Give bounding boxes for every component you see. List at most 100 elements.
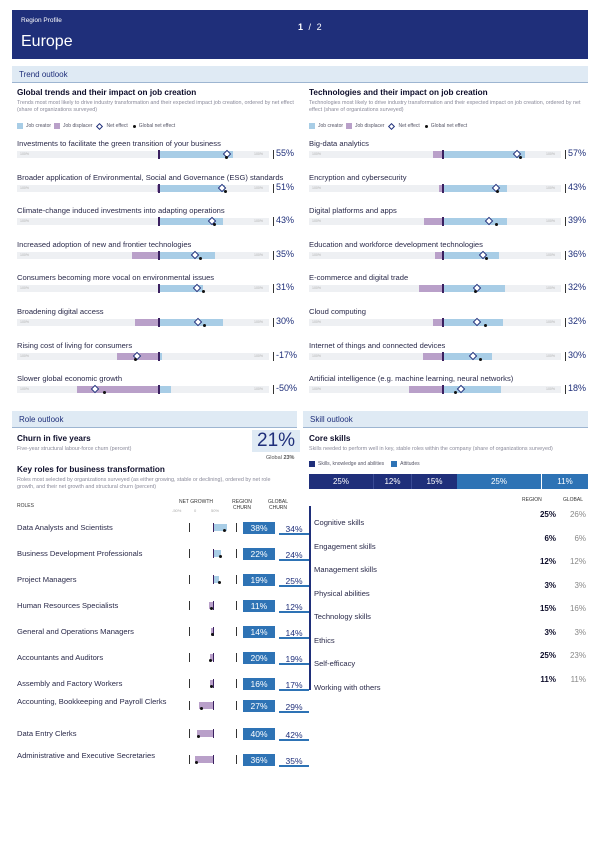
- net-growth-bar: [189, 679, 237, 688]
- bar-cap-right: [236, 755, 237, 764]
- trend-track: [309, 284, 561, 294]
- zero-line: [442, 385, 444, 395]
- skills-share-bar: 25% 12% 15% 25% 11%: [309, 474, 588, 489]
- key-roles-desc: Roles most selected by organizations sur…: [17, 477, 271, 490]
- trend-track: [309, 149, 561, 159]
- growth-segment: [213, 576, 219, 583]
- skill-global-value: 12%: [569, 557, 586, 566]
- scale-right: 50%: [211, 508, 220, 513]
- skill-region-value: 25%: [539, 510, 556, 519]
- role-name: Assembly and Factory Workers: [17, 679, 123, 688]
- global-net-dot: [218, 581, 221, 584]
- scale-right-label: 100%: [546, 387, 555, 392]
- row-endcap: [565, 183, 566, 193]
- skills-group-line: [309, 506, 311, 690]
- skills-bar-segment: 25%: [457, 474, 541, 489]
- page-indicator[interactable]: 1 / 2: [298, 22, 322, 32]
- scale-left-label: 100%: [312, 286, 321, 291]
- legend-creator: Job creator: [26, 123, 52, 129]
- row-endcap: [565, 217, 566, 227]
- zero-line: [442, 284, 444, 294]
- zero-line: [158, 351, 160, 361]
- trend-track: [17, 351, 269, 361]
- scale-left-label: 100%: [312, 185, 321, 190]
- scale-left-label: 100%: [20, 152, 29, 156]
- skill-row: Physical abilities 3% 3%: [309, 577, 588, 605]
- scale-right-label: 100%: [546, 286, 555, 291]
- global-net-dot: [203, 324, 206, 327]
- page-total: 2: [316, 22, 322, 32]
- legend-displacer: Job displacer: [63, 123, 93, 129]
- displacer-segment: [77, 386, 159, 394]
- growth-segment: [210, 654, 213, 661]
- zero-line: [158, 150, 160, 159]
- global-net-dot: [484, 324, 487, 327]
- creator-segment: [159, 386, 171, 394]
- trend-label: Encryption and cybersecurity: [309, 172, 407, 182]
- trend-row: Internet of things and connected devices…: [309, 341, 594, 375]
- zero-line: [213, 701, 214, 710]
- trend-outlook-title: Trend outlook: [19, 70, 68, 79]
- page-separator: /: [308, 22, 312, 32]
- growth-segment: [209, 602, 213, 609]
- skill-row: Self-efficacy 25% 23%: [309, 647, 588, 675]
- displacer-segment: [435, 251, 443, 259]
- displacer-segment: [439, 184, 443, 192]
- skill-name: Ethics: [314, 635, 335, 645]
- churn-value: 21%: [252, 430, 301, 452]
- bar-cap-left: [189, 755, 190, 764]
- skill-row: Engagement skills 6% 6%: [309, 530, 588, 558]
- tech-trends-desc: Technologies most likely to drive indust…: [309, 100, 581, 113]
- global-net-dot: [485, 256, 488, 260]
- legend-ska: Skills, knowledge and abilities: [318, 461, 385, 467]
- zero-line: [213, 627, 214, 636]
- row-endcap: [565, 318, 566, 327]
- scale-right-label: 100%: [254, 252, 263, 257]
- trend-track: [17, 149, 269, 159]
- trend-label: Investments to facilitate the green tran…: [17, 139, 221, 148]
- region-churn-value: 11%: [243, 600, 275, 612]
- scale-right-label: 100%: [254, 219, 263, 224]
- net-growth-bar: [189, 601, 237, 610]
- skill-region-value: 3%: [544, 580, 556, 590]
- col-net-growth-header: NET GROWTH: [178, 499, 214, 505]
- trend-label: Big-data analytics: [309, 139, 369, 148]
- global-trends-title: Global trends and their impact on job cr…: [17, 88, 197, 97]
- trend-label: Slower global economic growth: [17, 374, 123, 384]
- creator-segment: [159, 251, 215, 259]
- bar-cap-left: [189, 653, 190, 662]
- scale-right-label: 100%: [254, 320, 263, 324]
- global-net-dot: [209, 659, 212, 662]
- row-endcap: [273, 217, 274, 227]
- skill-outlook-bar: Skill outlook: [303, 411, 588, 428]
- key-roles-title: Key roles for business transformation: [17, 465, 165, 474]
- zero-line: [442, 351, 444, 361]
- tech-trends-legend: Job creator Job displacer Net effect Glo…: [309, 122, 467, 130]
- skills-bar-segment: 11%: [541, 474, 588, 489]
- zero-line: [158, 284, 160, 294]
- scale-right-label: 100%: [546, 219, 555, 224]
- zero-line: [213, 575, 214, 584]
- legend-creator-swatch: [309, 123, 315, 129]
- skill-row: Management skills 12% 12%: [309, 553, 588, 581]
- global-net-dot: [213, 223, 216, 227]
- region-churn-value: 14%: [243, 626, 275, 638]
- trend-track: [309, 250, 561, 260]
- scale-left: -50%: [172, 508, 182, 513]
- global-net-dot: [211, 633, 214, 636]
- col-global-churn-header: GLOBAL CHURN: [267, 499, 288, 511]
- trend-row: Education and workforce development tech…: [309, 240, 594, 274]
- growth-segment: [197, 730, 213, 737]
- net-effect-value: 35%: [276, 248, 295, 259]
- trend-label: Consumers becoming more vocal on environ…: [17, 273, 215, 283]
- core-skills-title: Core skills: [309, 434, 351, 443]
- net-effect-value: -17%: [276, 349, 298, 360]
- region-churn-value: 36%: [243, 754, 275, 766]
- growth-segment: [211, 628, 213, 635]
- net-effect-value: -50%: [276, 383, 298, 394]
- bar-cap-left: [189, 549, 190, 558]
- row-endcap: [565, 150, 566, 159]
- scale-left-label: 100%: [312, 152, 321, 156]
- bar-cap-right: [236, 679, 237, 688]
- zero-line: [158, 250, 160, 260]
